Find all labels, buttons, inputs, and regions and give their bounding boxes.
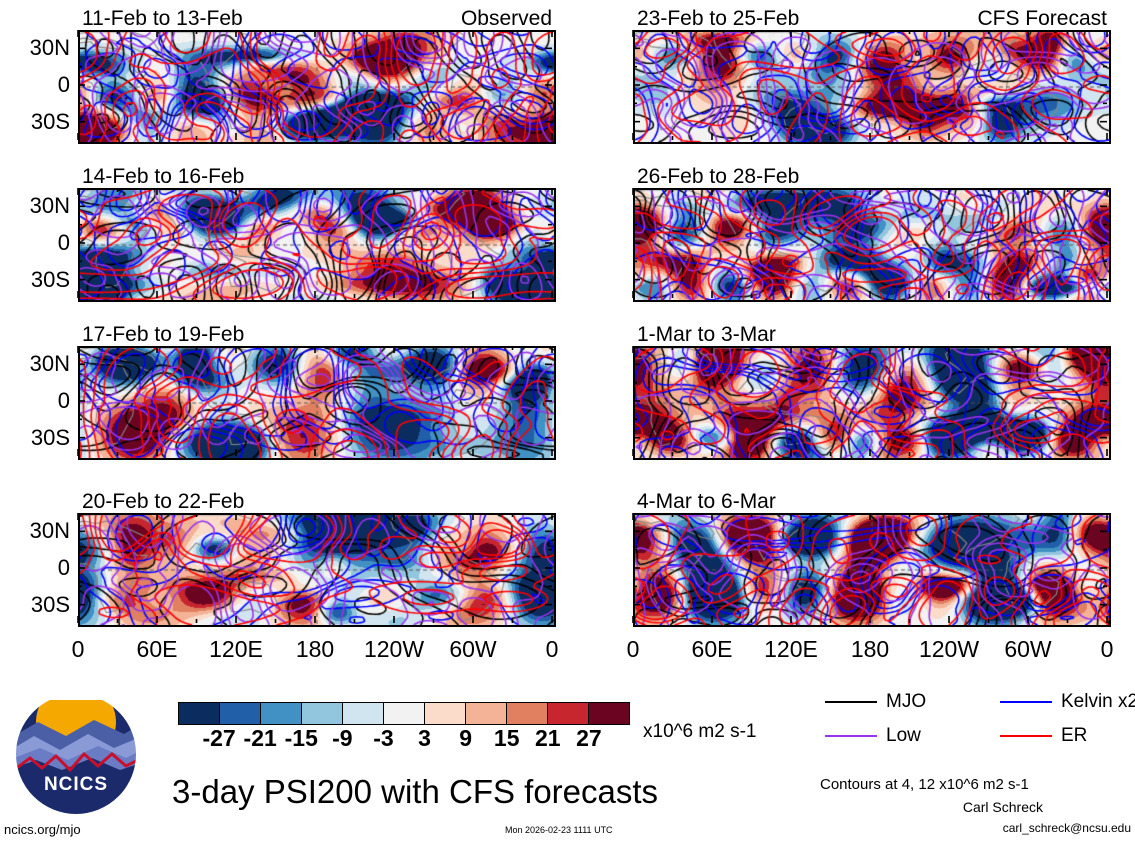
colorbar xyxy=(178,702,630,725)
colorbar-cell-1 xyxy=(220,703,261,724)
x-axis-label: 120W xyxy=(363,636,425,662)
colorbar-cell-5 xyxy=(384,703,425,724)
legend-item-kelvin-x2[interactable]: Kelvin x2 xyxy=(1000,692,1135,711)
legend-item-mjo[interactable]: MJO xyxy=(825,692,926,711)
site-url[interactable]: ncics.org/mjo xyxy=(4,822,81,837)
legend-label: MJO xyxy=(886,691,927,712)
map-field-p8 xyxy=(635,515,1109,625)
map-panel-p6[interactable] xyxy=(633,188,1111,302)
panel-title-p1: 11-Feb to 13-Feb xyxy=(82,7,243,30)
map-panel-p1[interactable] xyxy=(78,30,556,144)
map-panel-p8[interactable] xyxy=(633,513,1111,627)
x-axis-label: 180 xyxy=(850,636,890,662)
x-axis-label: 120E xyxy=(209,636,263,662)
legend-item-low[interactable]: Low xyxy=(825,726,921,745)
panel-title-p3: 17-Feb to 19-Feb xyxy=(82,323,245,346)
colorbar-tick-label: -3 xyxy=(373,725,394,751)
x-axis-label: 120W xyxy=(918,636,980,662)
map-panel-p7[interactable] xyxy=(633,346,1111,460)
panel-title-p2: 14-Feb to 16-Feb xyxy=(82,165,245,188)
colorbar-tick-label: -15 xyxy=(284,725,318,751)
panel-title-p4: 20-Feb to 22-Feb xyxy=(82,490,245,513)
x-axis-label: 60W xyxy=(1004,636,1052,662)
colorbar-unit-label: x10^6 m2 s-1 xyxy=(643,721,757,742)
ncics-logo-label: NCICS xyxy=(43,774,109,795)
y-axis-label: 0 xyxy=(57,230,70,255)
panel-title-p6: 26-Feb to 28-Feb xyxy=(637,165,800,188)
map-field-p4 xyxy=(80,515,554,625)
y-axis-label: 30S xyxy=(30,108,70,134)
legend-item-er[interactable]: ER xyxy=(1000,726,1087,745)
y-axis-label: 30S xyxy=(30,266,70,292)
map-panel-p3[interactable] xyxy=(78,346,556,460)
y-axis-label: 30N xyxy=(29,193,70,219)
y-axis-label: 30N xyxy=(29,35,70,61)
legend-label: ER xyxy=(1061,725,1088,746)
map-panel-p4[interactable] xyxy=(78,513,556,627)
x-axis-label: 60E xyxy=(136,636,178,662)
map-field-p1 xyxy=(80,32,554,142)
colorbar-tick-label: 3 xyxy=(418,725,431,751)
colorbar-tick-label: 27 xyxy=(576,725,602,751)
map-field-p3 xyxy=(80,348,554,458)
y-axis-label: 0 xyxy=(57,555,70,580)
map-field-p5 xyxy=(635,32,1109,142)
legend-label: Low xyxy=(886,725,921,746)
y-axis-label: 0 xyxy=(57,388,70,413)
colorbar-cell-8 xyxy=(507,703,548,724)
panel-title-p8: 4-Mar to 6-Mar xyxy=(637,490,776,513)
colorbar-cell-2 xyxy=(261,703,302,724)
colorbar-cell-0 xyxy=(179,703,220,724)
map-field-p6 xyxy=(635,190,1109,300)
panel-title-p7: 1-Mar to 3-Mar xyxy=(637,323,776,346)
y-axis-label: 30N xyxy=(29,518,70,544)
y-axis-label: 0 xyxy=(57,72,70,97)
column-header-right: CFS Forecast xyxy=(977,7,1107,30)
timestamp: Mon 2026-02-23 1111 UTC xyxy=(505,825,613,835)
x-axis-label: 120E xyxy=(764,636,818,662)
legend-label: Kelvin x2 xyxy=(1061,691,1135,712)
x-axis-label: 60E xyxy=(691,636,733,662)
colorbar-tick-label: -9 xyxy=(332,725,353,751)
map-panel-p2[interactable] xyxy=(78,188,556,302)
author-email[interactable]: carl_schreck@ncsu.edu xyxy=(1002,821,1131,835)
colorbar-cell-3 xyxy=(302,703,343,724)
colorbar-cell-9 xyxy=(548,703,589,724)
ncics-logo-svg xyxy=(14,692,138,816)
x-axis-label: 0 xyxy=(626,636,640,662)
x-axis-label: 180 xyxy=(295,636,335,662)
colorbar-cell-4 xyxy=(343,703,384,724)
contour-note: Contours at 4, 12 x10^6 m2 s-1 xyxy=(820,776,1029,793)
panel-title-p5: 23-Feb to 25-Feb xyxy=(637,7,800,30)
author-name: Carl Schreck xyxy=(962,799,1043,815)
map-field-p2 xyxy=(80,190,554,300)
map-panel-p5[interactable] xyxy=(633,30,1111,144)
ncics-logo: NCICS xyxy=(14,692,138,816)
legend-line-icon xyxy=(825,700,877,703)
x-axis-label: 0 xyxy=(71,636,85,662)
x-axis-label: 0 xyxy=(1100,636,1114,662)
colorbar-cell-6 xyxy=(425,703,466,724)
colorbar-tick-label: -21 xyxy=(243,725,277,751)
y-axis-label: 30S xyxy=(30,424,70,450)
legend-line-icon xyxy=(1000,734,1052,737)
legend-line-icon xyxy=(1000,700,1052,703)
colorbar-tick-label: 15 xyxy=(493,725,520,751)
colorbar-cell-7 xyxy=(466,703,507,724)
colorbar-tick-label: 9 xyxy=(459,725,473,751)
map-field-p7 xyxy=(635,348,1109,458)
y-axis-label: 30N xyxy=(29,351,70,377)
colorbar-cell-10 xyxy=(589,703,629,724)
colorbar-tick-label: 21 xyxy=(535,725,561,751)
x-axis-label: 60W xyxy=(449,636,497,662)
figure-title: 3-day PSI200 with CFS forecasts xyxy=(172,773,659,810)
y-axis-label: 30S xyxy=(30,591,70,617)
legend-line-icon xyxy=(825,734,877,737)
column-header-left: Observed xyxy=(460,7,552,30)
x-axis-label: 0 xyxy=(545,636,559,662)
colorbar-tick-label: -27 xyxy=(202,725,236,751)
